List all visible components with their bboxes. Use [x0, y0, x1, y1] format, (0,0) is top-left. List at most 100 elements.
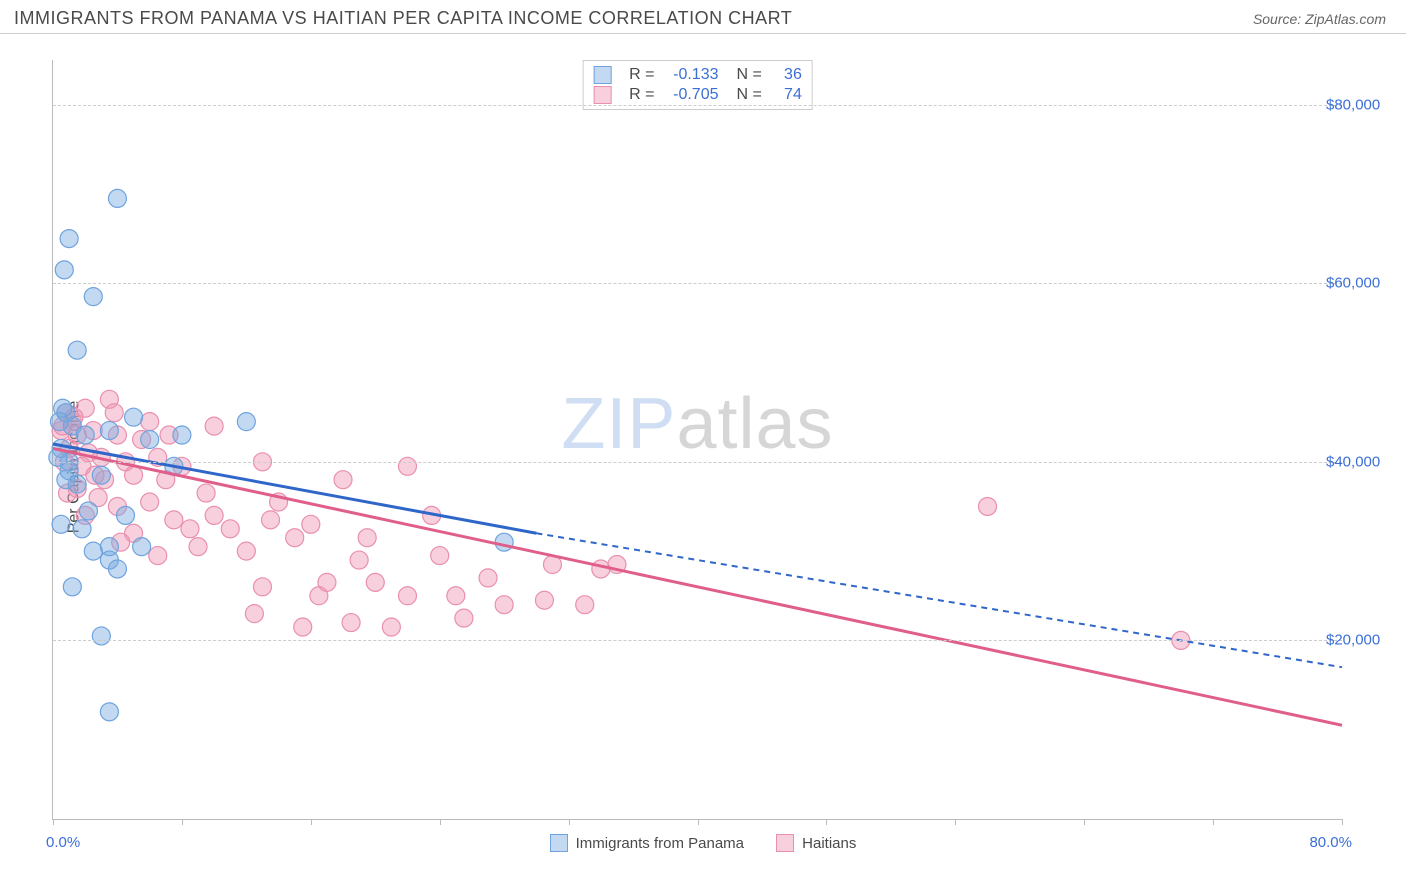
- x-tick: [1213, 819, 1214, 825]
- scatter-point: [358, 529, 376, 547]
- scatter-point: [50, 413, 68, 431]
- y-tick-label: $40,000: [1326, 453, 1402, 470]
- n-value-panama: 36: [772, 66, 802, 84]
- scatter-point: [979, 497, 997, 515]
- legend-item-panama: Immigrants from Panama: [550, 834, 744, 852]
- x-tick: [440, 819, 441, 825]
- scatter-point: [245, 605, 263, 623]
- scatter-point: [398, 457, 416, 475]
- n-label: N =: [737, 66, 762, 84]
- scatter-point: [108, 189, 126, 207]
- legend-row-panama: R = -0.133 N = 36: [593, 65, 802, 85]
- scatter-point: [495, 533, 513, 551]
- x-tick: [53, 819, 54, 825]
- scatter-point: [125, 466, 143, 484]
- scatter-point: [302, 515, 320, 533]
- scatter-point: [253, 578, 271, 596]
- chart-header: IMMIGRANTS FROM PANAMA VS HAITIAN PER CA…: [0, 0, 1406, 34]
- scatter-point: [398, 587, 416, 605]
- scatter-point: [334, 471, 352, 489]
- scatter-point: [92, 627, 110, 645]
- x-tick: [955, 819, 956, 825]
- x-tick: [311, 819, 312, 825]
- swatch-panama-icon: [550, 834, 568, 852]
- x-tick: [698, 819, 699, 825]
- scatter-point: [197, 484, 215, 502]
- scatter-point: [117, 506, 135, 524]
- scatter-point: [237, 542, 255, 560]
- swatch-haitians-icon: [593, 86, 611, 104]
- n-label: N =: [737, 86, 762, 104]
- n-value-haitians: 74: [772, 86, 802, 104]
- series-legend: Immigrants from Panama Haitians: [0, 834, 1406, 856]
- scatter-point: [366, 573, 384, 591]
- scatter-point: [310, 587, 328, 605]
- scatter-point: [92, 466, 110, 484]
- scatter-point: [133, 538, 151, 556]
- scatter-point: [495, 596, 513, 614]
- legend-label-haitians: Haitians: [802, 835, 856, 852]
- scatter-point: [342, 614, 360, 632]
- scatter-point: [100, 703, 118, 721]
- scatter-point: [84, 542, 102, 560]
- scatter-point: [479, 569, 497, 587]
- scatter-point: [294, 618, 312, 636]
- scatter-point: [125, 408, 143, 426]
- scatter-point: [205, 506, 223, 524]
- scatter-point: [165, 511, 183, 529]
- scatter-point: [60, 230, 78, 248]
- scatter-point: [76, 426, 94, 444]
- x-tick: [182, 819, 183, 825]
- y-tick-label: $60,000: [1326, 275, 1402, 292]
- scatter-point: [237, 413, 255, 431]
- y-tick-label: $80,000: [1326, 96, 1402, 113]
- scatter-point: [52, 515, 70, 533]
- scatter-point: [84, 288, 102, 306]
- legend-row-haitians: R = -0.705 N = 74: [593, 85, 802, 105]
- scatter-point: [262, 511, 280, 529]
- scatter-point: [108, 560, 126, 578]
- scatter-point: [141, 413, 159, 431]
- scatter-point: [576, 596, 594, 614]
- scatter-point: [382, 618, 400, 636]
- scatter-point: [592, 560, 610, 578]
- gridline: [53, 640, 1342, 641]
- scatter-point: [181, 520, 199, 538]
- scatter-point: [141, 493, 159, 511]
- y-tick-label: $20,000: [1326, 632, 1402, 649]
- r-label: R =: [629, 66, 654, 84]
- x-tick: [1342, 819, 1343, 825]
- gridline: [53, 462, 1342, 463]
- gridline: [53, 105, 1342, 106]
- scatter-point: [189, 538, 207, 556]
- r-label: R =: [629, 86, 654, 104]
- scatter-point: [68, 341, 86, 359]
- plot-region: ZIPatlas R = -0.133 N = 36 R = -0.705 N …: [52, 60, 1342, 820]
- x-tick: [569, 819, 570, 825]
- scatter-point: [149, 547, 167, 565]
- chart-area: Per Capita Income ZIPatlas R = -0.133 N …: [0, 42, 1406, 892]
- gridline: [53, 283, 1342, 284]
- trend-line: [536, 533, 1342, 667]
- scatter-point: [79, 502, 97, 520]
- scatter-point: [73, 520, 91, 538]
- correlation-legend: R = -0.133 N = 36 R = -0.705 N = 74: [582, 60, 813, 110]
- scatter-point: [221, 520, 239, 538]
- scatter-point: [447, 587, 465, 605]
- scatter-point: [55, 261, 73, 279]
- scatter-point: [535, 591, 553, 609]
- scatter-point: [100, 422, 118, 440]
- r-value-haitians: -0.705: [665, 86, 719, 104]
- scatter-point: [350, 551, 368, 569]
- x-tick: [1084, 819, 1085, 825]
- scatter-point: [63, 578, 81, 596]
- plot-svg: [53, 60, 1342, 819]
- chart-source: Source: ZipAtlas.com: [1253, 11, 1386, 27]
- chart-title: IMMIGRANTS FROM PANAMA VS HAITIAN PER CA…: [14, 8, 792, 29]
- scatter-point: [455, 609, 473, 627]
- scatter-point: [173, 426, 191, 444]
- scatter-point: [431, 547, 449, 565]
- scatter-point: [141, 431, 159, 449]
- scatter-point: [105, 404, 123, 422]
- x-tick: [826, 819, 827, 825]
